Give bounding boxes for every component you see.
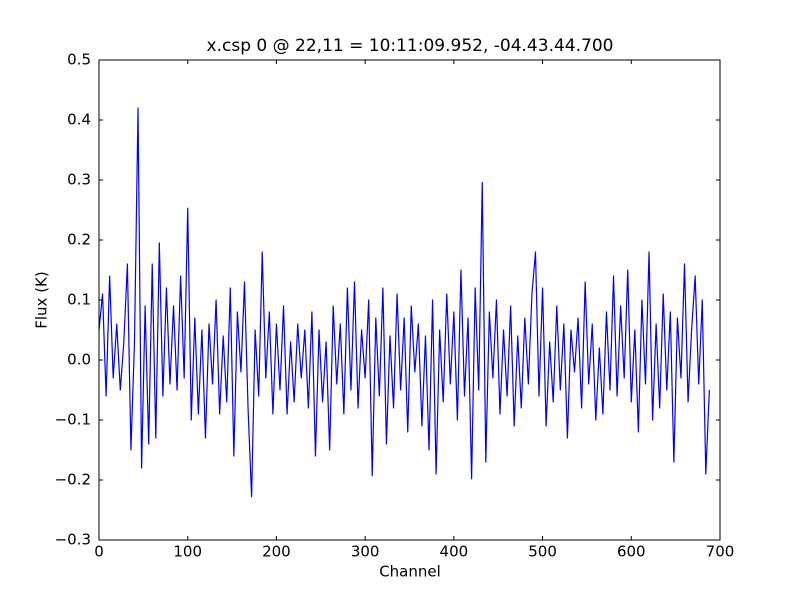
x-tick-label: 200: [262, 543, 291, 561]
x-tick-label: 700: [706, 543, 735, 561]
x-tick-label: 0: [94, 543, 104, 561]
x-tick-label: 100: [173, 543, 202, 561]
y-axis-label: Flux (K): [33, 271, 51, 329]
y-tick-label: 0.0: [67, 351, 91, 369]
x-axis-label: Channel: [379, 563, 441, 581]
chart-title: x.csp 0 @ 22,11 = 10:11:09.952, -04.43.4…: [207, 36, 614, 56]
y-tick-label: 0.2: [67, 231, 91, 249]
y-tick-label: 0.3: [67, 171, 91, 189]
data-line: [98, 107, 710, 498]
x-tick-label: 600: [617, 543, 646, 561]
x-tick-label: 300: [351, 543, 380, 561]
x-tick-label: 500: [528, 543, 557, 561]
x-tick-label: 400: [440, 543, 469, 561]
y-tick-label: −0.3: [55, 531, 91, 549]
y-tick-label: −0.2: [55, 471, 91, 489]
y-tick-label: 0.4: [67, 111, 91, 129]
y-tick-label: 0.5: [67, 51, 91, 69]
y-tick-label: 0.1: [67, 291, 91, 309]
y-tick-label: −0.1: [55, 411, 91, 429]
